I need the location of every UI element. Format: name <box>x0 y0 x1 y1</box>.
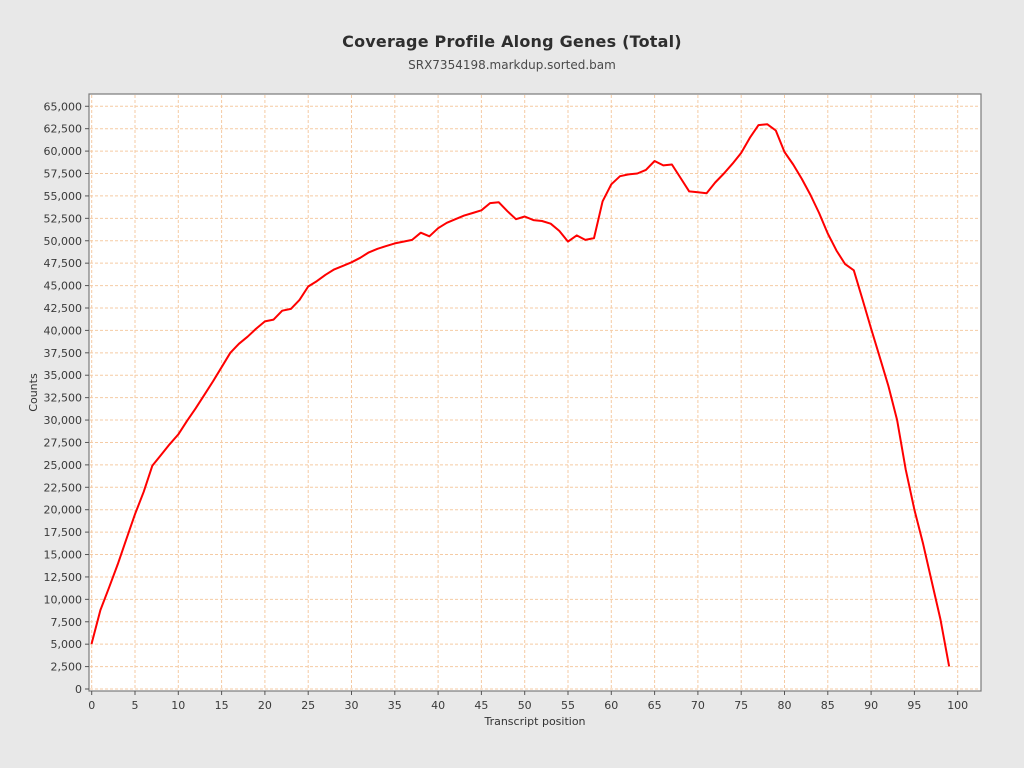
y-tick-label: 20,000 <box>44 504 83 517</box>
y-tick-label: 27,500 <box>44 436 83 449</box>
x-tick-label: 15 <box>215 699 229 712</box>
y-tick-label: 35,000 <box>44 369 83 382</box>
x-tick-label: 90 <box>864 699 878 712</box>
axis-ticks <box>85 105 959 695</box>
plot-frame <box>88 93 982 692</box>
y-tick-label: 45,000 <box>44 280 83 293</box>
x-tick-label: 10 <box>171 699 185 712</box>
x-tick-label: 65 <box>648 699 662 712</box>
x-tick-label: 85 <box>821 699 835 712</box>
x-axis-title: Transcript position <box>483 715 585 728</box>
chart-subtitle: SRX7354198.markdup.sorted.bam <box>408 58 616 72</box>
y-tick-label: 40,000 <box>44 324 83 337</box>
x-tick-label: 100 <box>947 699 968 712</box>
y-tick-label: 32,500 <box>44 392 83 405</box>
y-tick-label: 60,000 <box>44 145 83 158</box>
x-tick-label: 20 <box>258 699 272 712</box>
y-tick-label: 65,000 <box>44 100 83 113</box>
y-tick-label: 15,000 <box>44 549 83 562</box>
x-tick-label: 40 <box>431 699 445 712</box>
x-tick-label: 95 <box>907 699 921 712</box>
y-tick-label: 10,000 <box>44 593 83 606</box>
y-tick-label: 12,500 <box>44 571 83 584</box>
x-tick-label: 70 <box>691 699 705 712</box>
y-tick-label: 50,000 <box>44 235 83 248</box>
x-tick-label: 35 <box>388 699 402 712</box>
y-tick-label: 57,500 <box>44 168 83 181</box>
x-tick-label: 55 <box>561 699 575 712</box>
y-tick-label: 2,500 <box>51 661 83 674</box>
y-tick-label: 0 <box>75 683 82 696</box>
axis-tick-labels: 0 2,500 5,000 7,500 10,000 12,500 15,000 17,500… <box>44 100 969 712</box>
y-tick-label: 52,500 <box>44 212 83 225</box>
coverage-series-line <box>90 123 950 667</box>
y-tick-label: 5,000 <box>51 638 83 651</box>
chart-title: Coverage Profile Along Genes (Total) <box>342 32 682 51</box>
y-tick-label: 42,500 <box>44 302 83 315</box>
y-tick-label: 55,000 <box>44 190 83 203</box>
x-tick-label: 0 <box>88 699 95 712</box>
y-tick-label: 25,000 <box>44 459 83 472</box>
x-tick-label: 80 <box>778 699 792 712</box>
x-tick-label: 30 <box>345 699 359 712</box>
y-tick-label: 30,000 <box>44 414 83 427</box>
x-tick-label: 75 <box>734 699 748 712</box>
y-tick-label: 37,500 <box>44 347 83 360</box>
y-tick-label: 62,500 <box>44 123 83 136</box>
plot-background <box>89 94 981 691</box>
x-tick-label: 45 <box>474 699 488 712</box>
gridlines <box>90 95 980 690</box>
x-tick-label: 5 <box>132 699 139 712</box>
y-tick-label: 7,500 <box>51 616 83 629</box>
x-tick-label: 50 <box>518 699 532 712</box>
y-tick-label: 22,500 <box>44 481 83 494</box>
x-tick-label: 60 <box>604 699 618 712</box>
y-axis-title: Counts <box>27 373 40 412</box>
x-tick-label: 25 <box>301 699 315 712</box>
y-tick-label: 47,500 <box>44 257 83 270</box>
y-tick-label: 17,500 <box>44 526 83 539</box>
